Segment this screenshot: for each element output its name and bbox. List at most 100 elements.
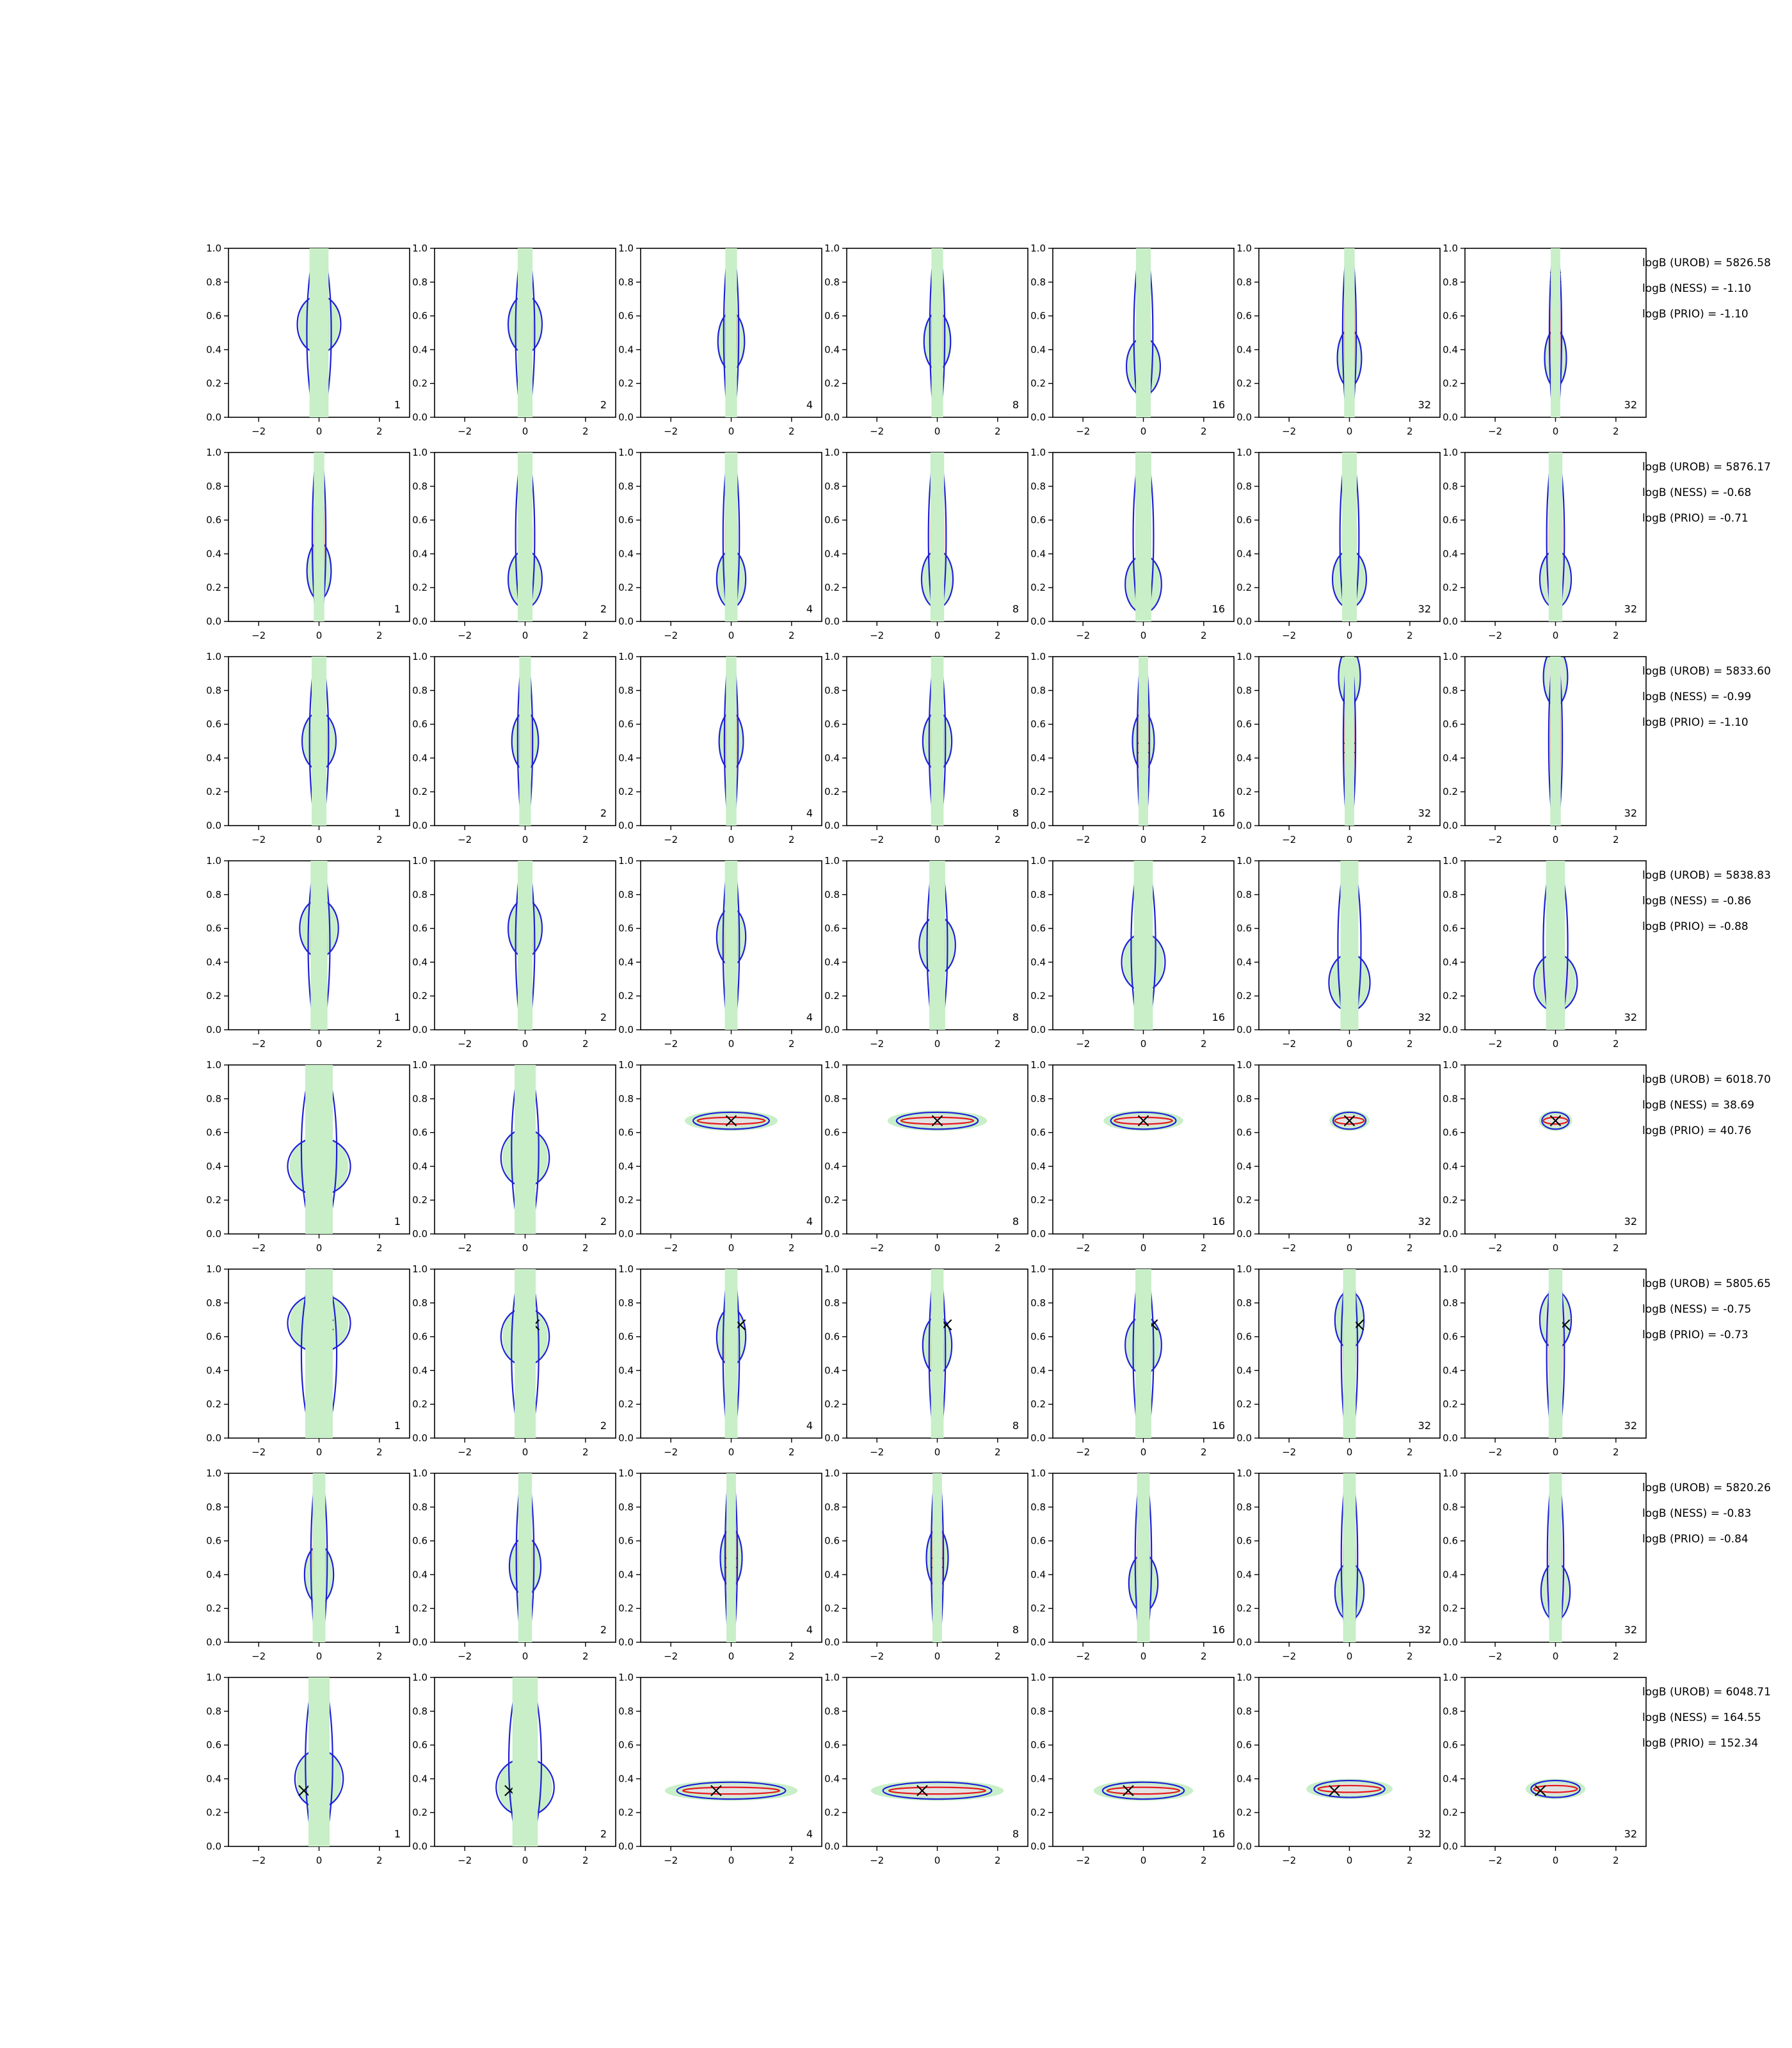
y-tick-label: 1.0 bbox=[206, 243, 221, 254]
y-tick-label: 1.0 bbox=[206, 1468, 221, 1479]
contour-blue bbox=[1341, 248, 1357, 417]
y-tick-label: 0.2 bbox=[206, 582, 221, 593]
y-tick-label: 0.0 bbox=[1443, 1228, 1458, 1240]
y-tick-label: 0.4 bbox=[412, 1160, 428, 1172]
y-tick-label: 1.0 bbox=[412, 855, 428, 867]
x-tick-label: 0 bbox=[1553, 1446, 1559, 1458]
panel-number: 16 bbox=[1212, 603, 1225, 615]
y-tick-label: 0.4 bbox=[618, 1773, 634, 1784]
log-bayes-label: logB (NESS) = -1.10 bbox=[1642, 282, 1751, 295]
panel-number: 8 bbox=[1012, 1011, 1019, 1023]
contour-blue bbox=[882, 1781, 993, 1800]
y-tick-label: 1.0 bbox=[412, 1263, 428, 1275]
axes-frame bbox=[1258, 1677, 1441, 1847]
density-fill bbox=[519, 657, 531, 826]
x-tick-label: −2 bbox=[664, 834, 678, 845]
panel-number: 8 bbox=[1012, 1420, 1019, 1432]
contour-blue bbox=[1546, 1473, 1565, 1642]
y-tick-label: 1.0 bbox=[412, 1059, 428, 1071]
x-tick-label: 0 bbox=[1553, 834, 1559, 845]
x-tick-label: 0 bbox=[1553, 1855, 1559, 1866]
y-tick-label: 1.0 bbox=[206, 651, 221, 662]
density-fill bbox=[930, 452, 945, 621]
panel-r7-c2: −2 0 2 0.0 0.2 0.4 0.6 0.8 1.0 2 bbox=[412, 1468, 616, 1662]
x-tick-label: 2 bbox=[376, 834, 383, 845]
y-tick-label: 0.8 bbox=[1030, 1706, 1046, 1717]
y-tick-label: 0.2 bbox=[618, 786, 634, 797]
y-tick-label: 0.6 bbox=[1030, 1740, 1046, 1751]
x-tick-label: −2 bbox=[252, 630, 266, 641]
y-tick-label: 0.2 bbox=[1443, 582, 1458, 593]
y-tick-label: 0.4 bbox=[412, 344, 428, 355]
panel-number: 32 bbox=[1418, 1828, 1431, 1840]
x-tick-label: 0 bbox=[728, 1242, 735, 1254]
panel-number: 16 bbox=[1212, 1828, 1225, 1840]
x-tick-label: 2 bbox=[995, 630, 1001, 641]
y-tick-label: 0.0 bbox=[1236, 1024, 1252, 1036]
y-tick-label: 0.4 bbox=[1030, 344, 1046, 355]
x-tick-label: 0 bbox=[934, 426, 941, 437]
contour-blue bbox=[1548, 248, 1563, 417]
y-tick-label: 0.0 bbox=[412, 616, 428, 627]
y-tick-label: 0.6 bbox=[1236, 719, 1252, 730]
density-fill bbox=[725, 248, 737, 417]
panel-r1-c5: −2 0 2 0.0 0.2 0.4 0.6 0.8 1.0 16 bbox=[1030, 243, 1235, 437]
density-fill bbox=[1549, 1473, 1562, 1642]
y-tick-label: 0.4 bbox=[412, 1569, 428, 1580]
log-bayes-label: logB (NESS) = -0.83 bbox=[1642, 1507, 1751, 1520]
contour-blue bbox=[724, 1473, 739, 1642]
y-tick-label: 0.6 bbox=[1236, 923, 1252, 934]
x-tick-label: −2 bbox=[458, 630, 472, 641]
x-tick-label: −2 bbox=[1076, 1651, 1090, 1662]
panel-r3-c3: −2 0 2 0.0 0.2 0.4 0.6 0.8 1.0 4 bbox=[618, 651, 822, 845]
contour-blue bbox=[1546, 452, 1565, 621]
panel-r4-c5: −2 0 2 0.0 0.2 0.4 0.6 0.8 1.0 16 bbox=[1030, 855, 1235, 1050]
y-tick-label: 0.0 bbox=[1443, 1636, 1458, 1648]
x-tick-label: 0 bbox=[1140, 426, 1147, 437]
y-tick-label: 0.6 bbox=[1443, 1331, 1458, 1343]
log-bayes-label: logB (UROB) = 5826.58 bbox=[1642, 257, 1771, 269]
y-tick-label: 0.4 bbox=[824, 956, 840, 968]
truth-marker bbox=[1329, 1785, 1340, 1796]
y-tick-label: 0.2 bbox=[618, 1807, 634, 1818]
y-tick-label: 0.2 bbox=[1030, 1603, 1046, 1614]
panel-r5-c2: −2 0 2 0.0 0.2 0.4 0.6 0.8 1.0 2 bbox=[412, 1059, 616, 1254]
y-tick-label: 0.4 bbox=[618, 548, 634, 559]
y-tick-label: 0.0 bbox=[824, 1841, 840, 1852]
panel-r3-c7: −2 0 2 0.0 0.2 0.4 0.6 0.8 1.0 32 bbox=[1443, 651, 1647, 845]
log-bayes-label: logB (PRIO) = -1.10 bbox=[1642, 716, 1748, 729]
y-tick-label: 0.4 bbox=[1030, 1569, 1046, 1580]
y-tick-label: 1.0 bbox=[1236, 651, 1252, 662]
panel-number: 32 bbox=[1418, 1420, 1431, 1432]
y-tick-label: 0.6 bbox=[1030, 923, 1046, 934]
contour-red bbox=[1106, 1786, 1181, 1795]
y-tick-label: 0.2 bbox=[1030, 786, 1046, 797]
y-tick-label: 0.2 bbox=[1236, 582, 1252, 593]
y-tick-label: 0.8 bbox=[206, 481, 221, 492]
truth-marker bbox=[710, 1785, 722, 1796]
density-fill bbox=[314, 452, 324, 621]
y-tick-label: 1.0 bbox=[1030, 1468, 1046, 1479]
panel-r1-c3: −2 0 2 0.0 0.2 0.4 0.6 0.8 1.0 4 bbox=[618, 243, 822, 437]
contour-blue bbox=[1332, 1111, 1367, 1130]
y-tick-label: 0.6 bbox=[824, 1331, 840, 1343]
contour-blue bbox=[723, 248, 740, 417]
x-tick-label: 0 bbox=[728, 1651, 735, 1662]
y-tick-label: 0.6 bbox=[1236, 515, 1252, 526]
y-tick-label: 0.6 bbox=[618, 1127, 634, 1139]
y-tick-label: 0.0 bbox=[1236, 1432, 1252, 1444]
y-tick-label: 0.4 bbox=[1443, 1364, 1458, 1376]
y-tick-label: 0.8 bbox=[1236, 1501, 1252, 1513]
x-tick-label: 2 bbox=[1201, 1446, 1207, 1458]
y-tick-label: 0.6 bbox=[1443, 515, 1458, 526]
x-tick-label: −2 bbox=[1488, 426, 1502, 437]
y-tick-label: 0.0 bbox=[1030, 1228, 1046, 1240]
axes-frame bbox=[640, 1677, 822, 1847]
y-tick-label: 0.4 bbox=[206, 752, 221, 764]
y-tick-label: 0.8 bbox=[1443, 1706, 1458, 1717]
panel-r2-c3: −2 0 2 0.0 0.2 0.4 0.6 0.8 1.0 4 bbox=[618, 447, 822, 641]
panel-number: 2 bbox=[600, 1215, 607, 1228]
panel-r5-c6: −2 0 2 0.0 0.2 0.4 0.6 0.8 1.0 32 bbox=[1236, 1059, 1441, 1254]
density-fill bbox=[1546, 861, 1565, 1030]
y-tick-label: 0.2 bbox=[618, 378, 634, 389]
